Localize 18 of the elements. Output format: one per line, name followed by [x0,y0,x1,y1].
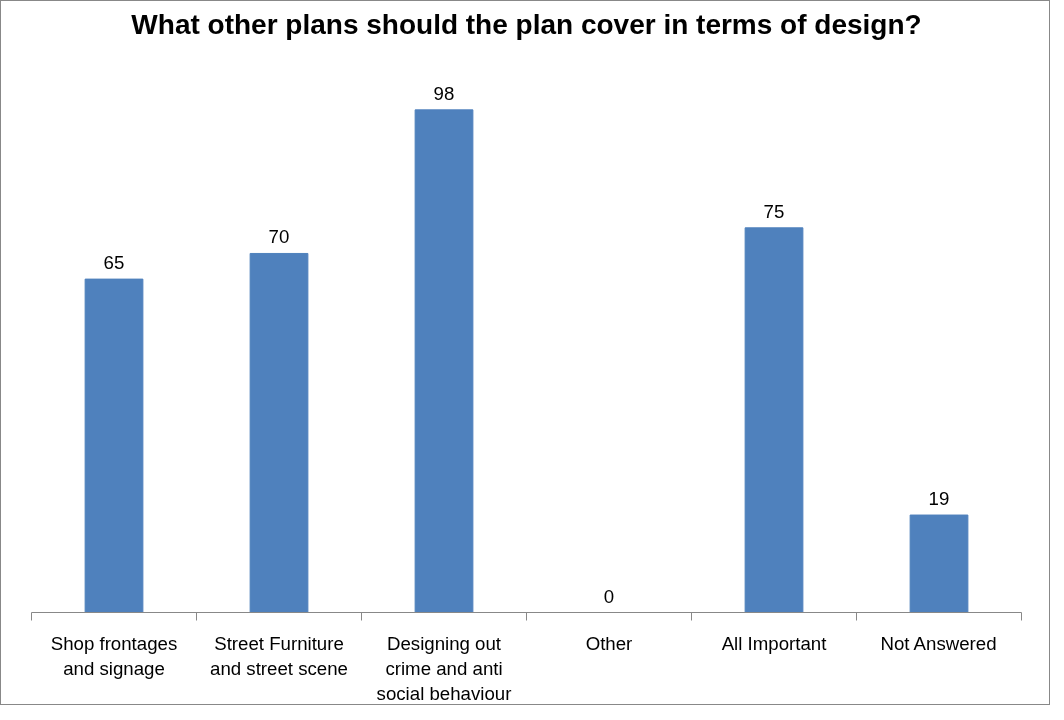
x-tick-label: Not Answered [880,632,997,654]
x-tick-label: Street Furniture and street scene [210,632,348,679]
x-tick-label: Designing out crime and anti social behaviour [376,632,512,704]
bar [414,109,474,613]
data-label: 19 [928,488,950,510]
x-tick-label: Other [585,632,633,654]
x-tick-label: Shop frontages and signage [50,632,178,679]
bar [84,278,144,613]
bar [909,514,969,613]
data-label: 70 [268,226,290,248]
data-label: 65 [103,252,125,274]
data-label: 75 [763,200,785,222]
data-label: 0 [603,585,615,607]
x-tick-label: All Important [721,632,828,654]
bar [744,227,804,613]
data-label: 98 [433,82,455,104]
bar [249,252,309,613]
chart-title: What other plans should the plan cover in terms of design? [131,8,922,40]
